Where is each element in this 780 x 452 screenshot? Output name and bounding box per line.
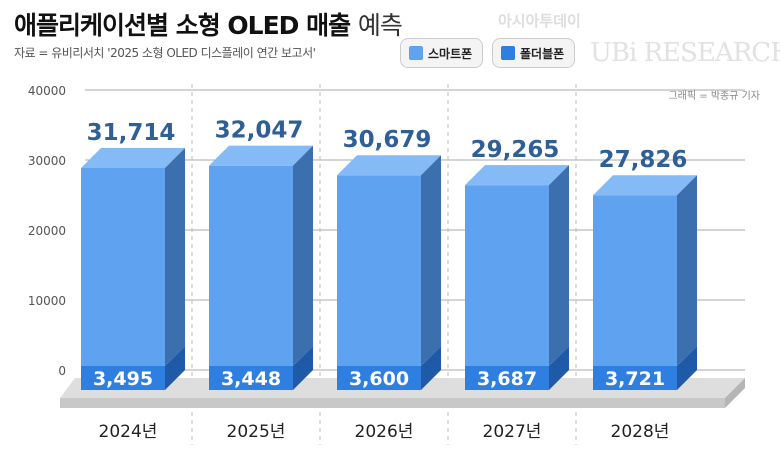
y-tick-label: 40000 xyxy=(28,84,66,98)
floor-front xyxy=(60,398,725,408)
bar-foldable xyxy=(465,366,549,390)
bar-smartphone-side xyxy=(421,155,441,366)
y-tick-label: 20000 xyxy=(28,224,66,238)
legend-label: 스마트폰 xyxy=(428,46,473,61)
title-bold: 애플리케이션별 소형 OLED 매출 xyxy=(14,11,351,40)
legend-smartphone: 스마트폰 xyxy=(400,38,484,68)
chart-title: 애플리케이션별 소형 OLED 매출 예측 xyxy=(14,6,403,42)
data-label-foldable: 3,495 xyxy=(93,368,153,390)
data-label-smartphone: 27,826 xyxy=(599,147,688,173)
x-tick-label: 2024년 xyxy=(99,422,158,442)
bar-smartphone xyxy=(337,175,421,366)
watermark-outlet: 아시아투데이 xyxy=(498,12,581,30)
bar-smartphone-top xyxy=(81,148,185,169)
legend-foldable: 폴더블폰 xyxy=(492,38,576,68)
data-label-smartphone: 32,047 xyxy=(215,118,304,144)
bar-smartphone-side xyxy=(165,148,185,366)
data-label-smartphone: 30,679 xyxy=(343,127,432,153)
bar-smartphone-side xyxy=(293,145,313,366)
bar-smartphone-top xyxy=(465,165,569,186)
bar-foldable xyxy=(209,366,293,390)
y-tick-label: 0 xyxy=(58,364,66,378)
bar-smartphone-top xyxy=(593,175,697,196)
data-label-foldable: 3,721 xyxy=(605,368,665,390)
data-label-foldable: 3,448 xyxy=(221,368,281,390)
bar-smartphone xyxy=(209,165,293,366)
title-light: 예측 xyxy=(357,11,403,40)
bar-smartphone xyxy=(593,195,677,366)
bar-foldable-side xyxy=(293,346,313,390)
bar-smartphone-side xyxy=(549,165,569,366)
bar-foldable-side xyxy=(421,346,441,390)
data-label-foldable: 3,687 xyxy=(477,368,537,390)
bar-smartphone xyxy=(465,185,549,366)
data-label-smartphone: 31,714 xyxy=(87,120,176,146)
bar-smartphone-top xyxy=(337,155,441,176)
data-label-foldable: 3,600 xyxy=(349,368,409,390)
bar-foldable-side xyxy=(165,346,185,390)
floor-side xyxy=(725,378,745,408)
legend-swatch-smartphone xyxy=(409,46,423,60)
source-note: 자료 = 유비리서치 '2025 소형 OLED 디스플레이 연간 보고서' xyxy=(14,46,316,60)
x-tick-label: 2025년 xyxy=(227,422,286,442)
y-tick-label: 10000 xyxy=(28,294,66,308)
x-tick-label: 2026년 xyxy=(355,422,414,442)
credit: 그래픽 = 박종규 기자 xyxy=(668,91,760,102)
bar-smartphone xyxy=(81,168,165,366)
x-tick-label: 2027년 xyxy=(483,422,542,442)
bar-foldable xyxy=(81,366,165,390)
bar-foldable-side xyxy=(677,346,697,390)
bar-foldable xyxy=(337,366,421,390)
y-tick-label: 30000 xyxy=(28,154,66,168)
bar-smartphone-side xyxy=(677,175,697,366)
legend-label: 폴더블폰 xyxy=(520,46,565,61)
data-label-smartphone: 29,265 xyxy=(471,137,560,163)
bar-foldable xyxy=(593,366,677,390)
bar-foldable-side xyxy=(549,346,569,390)
legend-swatch-foldable xyxy=(501,46,515,60)
x-tick-label: 2028년 xyxy=(611,422,670,442)
watermark-logo: UBi RESEARCH xyxy=(590,38,780,68)
bar-smartphone-top xyxy=(209,145,313,166)
